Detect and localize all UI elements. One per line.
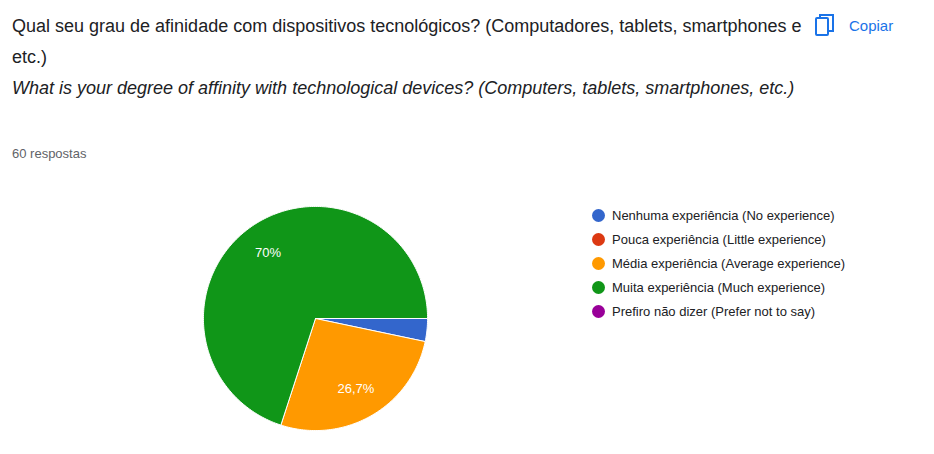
html-text:Qual seu grau de afinidade com: Qual seu grau de afinidade com dispositi… [12,16,802,67]
svg-text:26,7%: 26,7% [337,380,374,395]
html-text:Pouca experiência (Little expe: Pouca experiência (Little experience) [612,232,826,248]
html-text:60 respostas: 60 respostas [12,146,87,161]
html-text:Média experiência (Average exp: Média experiência (Average experience) [612,256,846,271]
html-text:What is your degree of affinit: What is your degree of affinity with tec… [12,78,795,98]
html-text:Nenhuma experiência (No experi: Nenhuma experiência (No experience) [612,208,835,224]
svg-text:70%: 70% [255,245,281,260]
html-text:Copiar: Copiar [849,16,894,34]
html-text:Muita experiência (Much experi: Muita experiência (Much experience) [612,279,826,295]
html-text:Prefiro não dizer (Prefer not: Prefiro não dizer (Prefer not to say) [612,303,815,319]
